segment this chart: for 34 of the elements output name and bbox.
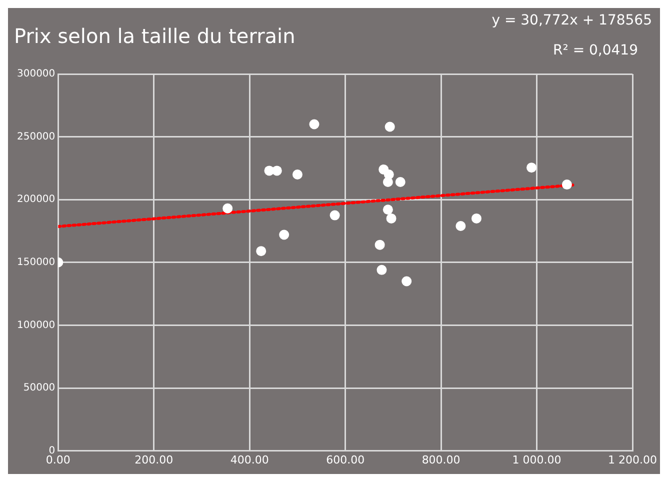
point: [279, 230, 290, 240]
x-tick-label: 1 200.00: [608, 453, 657, 466]
x-tick-label: 400.00: [230, 453, 269, 466]
point: [374, 240, 385, 250]
x-tick-label: 1 000.00: [512, 453, 562, 466]
y-tick-label: 50000: [23, 382, 56, 394]
point: [272, 166, 282, 176]
y-tick-label: 300000: [16, 68, 56, 80]
point: [382, 204, 393, 215]
point: [222, 203, 233, 214]
point: [562, 180, 572, 190]
point: [376, 264, 387, 275]
point: [384, 122, 395, 132]
point: [402, 276, 412, 286]
point: [292, 169, 302, 180]
y-tick-label: 250000: [16, 131, 56, 142]
x-tick-label: 200.00: [134, 453, 174, 466]
y-tick-label: 150000: [16, 256, 56, 268]
point: [395, 177, 406, 188]
point: [386, 213, 396, 224]
point: [471, 213, 482, 224]
x-tick-label: 600.00: [326, 453, 365, 466]
text: y = 30,772x + 178565: [492, 12, 652, 29]
chart-title: Prix selon la taille du terrain: [14, 24, 296, 48]
point: [330, 210, 340, 220]
y-tick-label: 200000: [16, 194, 56, 206]
point: [526, 162, 537, 173]
y-tick-label: 100000: [16, 320, 56, 331]
point: [382, 177, 393, 188]
text: R² = 0,0419: [553, 42, 638, 59]
x-tick-label: 800.00: [422, 453, 460, 466]
point: [456, 220, 466, 231]
point: [309, 119, 320, 130]
point: [256, 246, 266, 256]
